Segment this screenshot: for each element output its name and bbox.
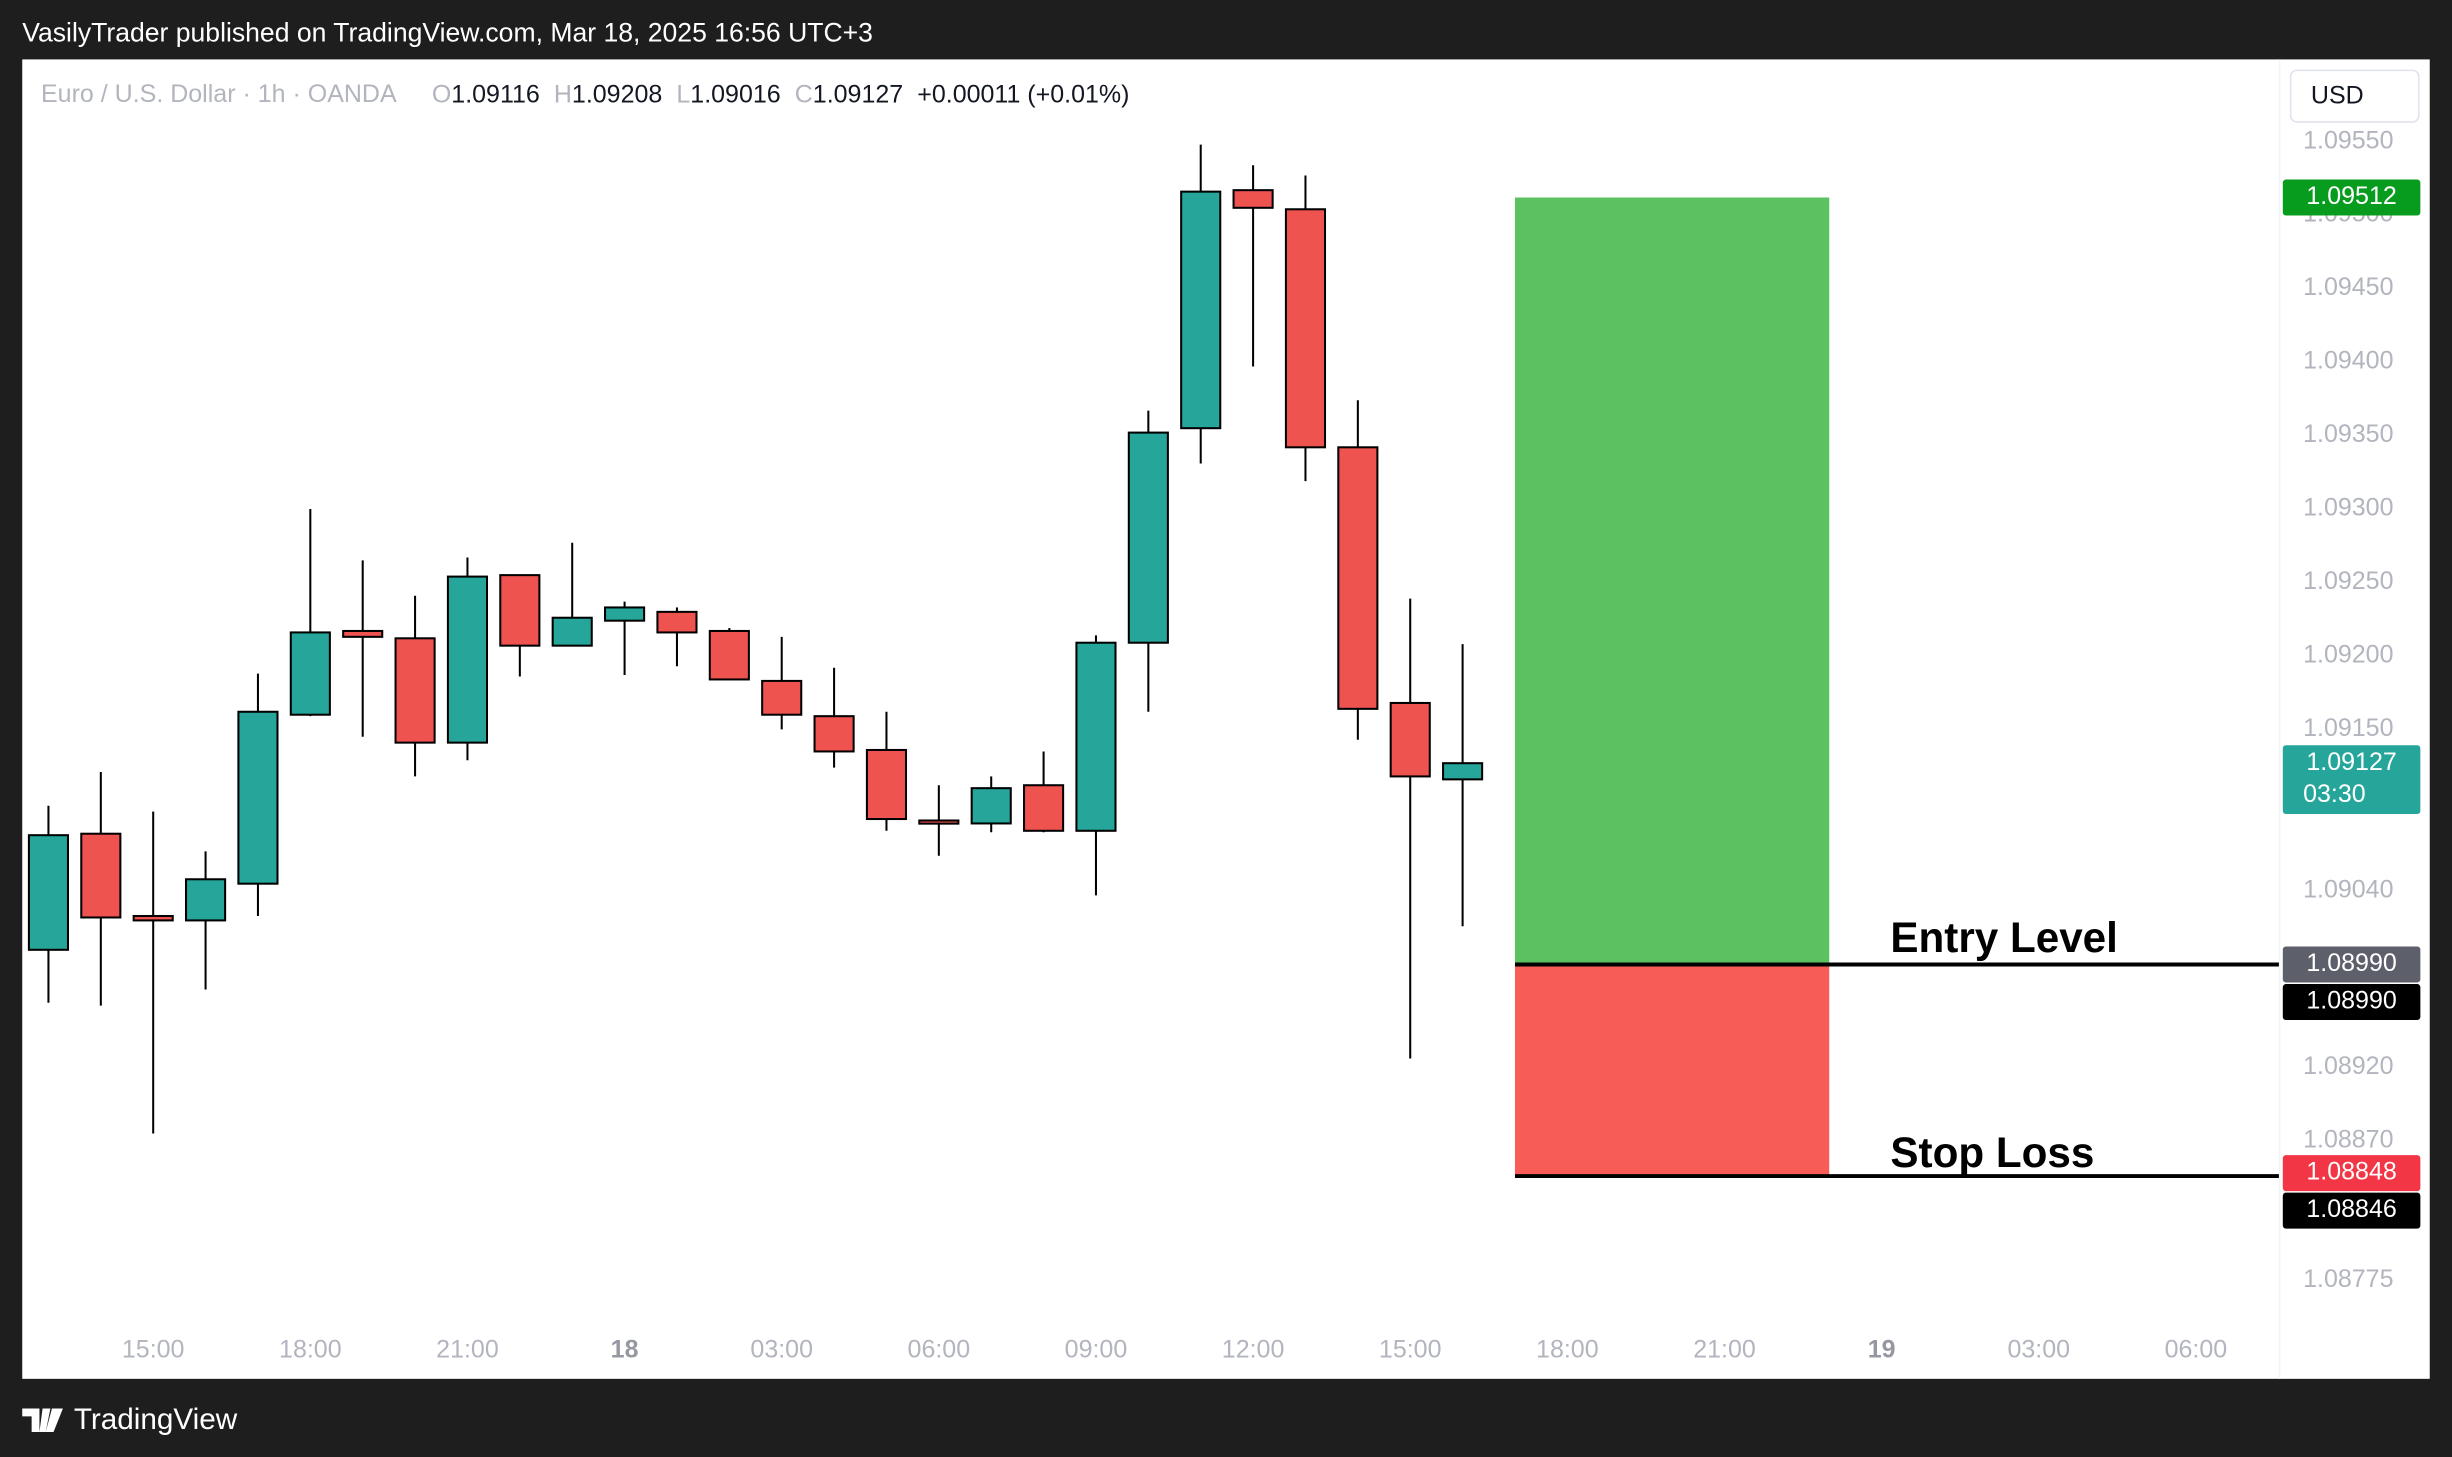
y-tick-label: 1.08870: [2303, 1125, 2393, 1153]
price-label: 1.09127: [2306, 748, 2396, 776]
candle-body: [761, 679, 803, 716]
candle-body: [80, 832, 122, 919]
candle-body: [132, 914, 174, 922]
ohlc-letter: C: [795, 80, 813, 108]
ohlc-value: 1.09208: [572, 80, 662, 108]
x-tick-label: 12:00: [1222, 1335, 1285, 1363]
candle-body: [1075, 641, 1117, 832]
x-tick-label: 15:00: [122, 1335, 185, 1363]
candle-body: [1127, 431, 1169, 644]
x-tick-label: 21:00: [1693, 1335, 1756, 1363]
currency-button[interactable]: [2289, 69, 2420, 123]
entry-label: Entry Level: [1890, 914, 2117, 961]
y-tick-label: 1.09400: [2303, 347, 2393, 375]
x-tick-label: 18:00: [279, 1335, 342, 1363]
candle-body: [289, 631, 331, 716]
x-tick-label: 03:00: [2007, 1335, 2070, 1363]
candle-body: [708, 629, 750, 681]
x-tick-label: 09:00: [1065, 1335, 1128, 1363]
price-label: 1.09512: [2306, 182, 2396, 210]
candle-body: [1442, 762, 1484, 781]
x-tick-label: 06:00: [2165, 1335, 2228, 1363]
price-label-box: [2282, 745, 2421, 815]
chart-area: [22, 59, 2430, 1379]
y-tick-label: 1.09200: [2303, 641, 2393, 669]
candle-body: [342, 629, 384, 638]
candle-body: [604, 606, 646, 622]
candle-body: [656, 610, 698, 634]
candle-body: [499, 574, 541, 647]
price-label: 1.08990: [2306, 987, 2396, 1015]
publisher: VasilyTrader published on TradingView.co…: [22, 17, 873, 47]
ohlc-letter: H: [554, 80, 572, 108]
profit-zone: [1514, 197, 1830, 965]
x-tick-label: 18: [611, 1335, 639, 1363]
candle-body: [970, 787, 1012, 825]
change: +0.00011 (+0.01%): [917, 80, 1129, 108]
logo: [22, 1408, 63, 1432]
brand-name: TradingView: [74, 1403, 238, 1436]
candle-body: [1389, 701, 1431, 778]
y-tick-label: 1.09350: [2303, 420, 2393, 448]
x-tick-label: 19: [1868, 1335, 1896, 1363]
ohlc-letter: L: [676, 80, 690, 108]
candle-body: [551, 616, 593, 647]
brand: TradingView: [22, 1403, 238, 1436]
price-label: 1.08846: [2306, 1195, 2396, 1223]
ohlc-value: 1.09116: [451, 80, 540, 108]
loss-zone: [1514, 964, 1830, 1177]
ohlc-value: 1.09127: [813, 80, 903, 108]
price-label: 1.08990: [2306, 949, 2396, 977]
price-label: 1.08848: [2306, 1158, 2396, 1186]
ohlc-value: 1.09016: [690, 80, 780, 108]
y-tick-label: 1.09250: [2303, 567, 2393, 595]
y-tick-label: 1.09300: [2303, 494, 2393, 522]
ohlc-legend: O1.09116 H1.09208 L1.09016 C1.09127 +0.00011…: [432, 80, 1130, 108]
x-tick-label: 15:00: [1379, 1335, 1442, 1363]
countdown: 03:30: [2303, 780, 2366, 808]
ohlc-letter: O: [432, 80, 451, 108]
price-label-box: [2282, 179, 2421, 216]
y-tick-label: 1.09150: [2303, 714, 2393, 742]
candle-body: [1232, 189, 1274, 209]
x-tick-label: 18:00: [1536, 1335, 1599, 1363]
candle-body: [237, 710, 279, 885]
candle-body: [1284, 208, 1327, 449]
y-tick-label: 1.08920: [2303, 1052, 2393, 1080]
price-label-box: [2282, 1155, 2421, 1192]
candle-body: [27, 834, 70, 951]
candle-body: [185, 878, 227, 922]
x-tick-label: 03:00: [750, 1335, 813, 1363]
candle-body: [1337, 446, 1379, 710]
price-label-box: [2282, 984, 2421, 1020]
x-tick-label: 21:00: [436, 1335, 499, 1363]
candle-body: [394, 637, 436, 744]
y-tick-label: 1.08775: [2303, 1265, 2393, 1293]
currency: USD: [2311, 82, 2364, 110]
candle-body: [918, 819, 960, 825]
x-tick-label: 06:00: [908, 1335, 971, 1363]
y-tick-label: 1.09450: [2303, 273, 2393, 301]
candle-body: [1023, 784, 1065, 832]
candle-body: [446, 575, 489, 744]
price-label-box: [2282, 946, 2421, 983]
y-tick-label: 1.09040: [2303, 876, 2393, 904]
candle-body: [1180, 190, 1222, 430]
candle-body: [865, 748, 908, 821]
price-label-box: [2282, 1192, 2421, 1229]
y-tick-label: 1.09550: [2303, 126, 2393, 154]
symbol: Euro / U.S. Dollar · 1h · OANDA: [41, 80, 397, 108]
plot: Entry Level Stop Loss: [27, 144, 2280, 1179]
stop-label: Stop Loss: [1890, 1129, 2094, 1176]
candle-body: [813, 715, 855, 753]
